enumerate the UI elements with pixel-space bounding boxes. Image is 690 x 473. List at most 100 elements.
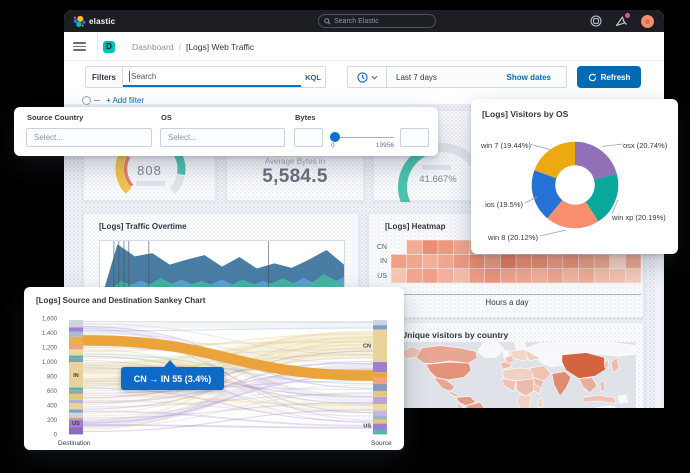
svg-text:600: 600 [47,389,58,395]
menu-icon-bar [73,42,86,44]
refresh-label: Refresh [600,72,631,82]
newsfeed-icon[interactable] [615,13,630,27]
heatmap-x-label: Hours a day [485,298,529,307]
donut-label-win7: win 7 (19.44%) [480,141,531,150]
svg-text:1,600: 1,600 [42,317,58,323]
breadcrumb: Dashboard / [Logs] Web Traffic [132,32,254,61]
control-label: OS [161,113,172,122]
sankey-tooltip: CN → IN 55 (3.4%) [121,360,224,390]
user-avatar[interactable]: e [641,14,654,28]
panel-title: [Logs] Heatmap [385,222,446,231]
slider-max-label: 19956 [375,142,394,149]
filter-pin-dash [94,100,100,102]
refresh-button[interactable]: Refresh [577,66,641,88]
donut-label-win8: win 8 (20.12%) [487,233,538,242]
svg-text:CN: CN [363,343,371,349]
add-filter-row: + Add filter [64,93,664,115]
refresh-icon [588,72,596,81]
notification-dot [625,13,630,18]
svg-text:US: US [363,424,371,430]
global-search-input[interactable]: Search Elastic [318,14,436,28]
svg-text:0: 0 [54,432,58,438]
metric-value: 5,584.5 [262,166,328,187]
kql-badge[interactable]: KQL [305,72,321,82]
query-placeholder: Search [131,71,157,81]
query-bar: Filters Search KQL Last 7 days [64,61,664,105]
elastic-logo[interactable]: elastic [73,10,115,32]
search-placeholder: Search Elastic [334,17,379,25]
search-filter-box: Filters Search KQL [85,66,326,88]
dashboard-app-icon[interactable]: D [103,40,115,53]
sankey-panel[interactable]: [Logs] Source and Destination Sankey Cha… [24,287,404,450]
breadcrumb-page-title: [Logs] Web Traffic [185,41,255,52]
world-map [392,342,636,408]
menu-icon-bar [73,49,86,51]
bytes-slider-handle[interactable] [330,132,340,142]
select-placeholder: Select... [34,133,63,142]
gauge-tick [422,165,451,170]
panel-visitors-map[interactable]: Unique visitors by country [388,322,644,408]
svg-text:800: 800 [47,375,58,381]
donut-label-osx: osx (20.74%) [623,141,668,150]
scrollbar-track[interactable] [655,105,662,408]
svg-text:US: US [72,421,80,427]
filter-pin-icon [82,96,91,105]
donut-chart [524,141,624,237]
sankey-chart: 0 200 400 600 800 1,000 1,200 1,400 1,600 IN US CN U… [42,317,387,438]
metric-title: Average Bytes in [264,157,326,166]
brand-name: elastic [89,16,116,26]
svg-text:200: 200 [47,418,58,424]
chevron-down-icon [370,75,378,80]
filters-button[interactable]: Filters [86,67,123,87]
donut-label-ios: ios (19.5%) [485,200,523,209]
bytes-max-input[interactable] [400,128,429,147]
heatmap-row-label: IN [380,258,387,265]
slider-min-label: 0 [331,142,335,149]
visitors-by-os-panel[interactable]: [Logs] Visitors by OS win 7 (19.44%) osx… [471,99,678,254]
controls-panel: Source Country Select... OS Select... By… [14,107,438,156]
breadcrumb-separator: / [178,41,181,52]
search-icon [324,17,331,25]
gauge-value: 808 [137,163,162,178]
svg-text:IN: IN [73,373,79,379]
app-header: elastic Search Elastic [64,10,664,32]
time-quick-select-button[interactable] [348,67,387,87]
help-icon-glyph [590,15,602,27]
os-select[interactable]: Select... [160,128,285,147]
sankey-right-axis-label: Source [371,440,392,447]
divider [97,32,98,61]
svg-text:400: 400 [47,403,58,409]
panel-title: [Logs] Source and Destination Sankey Cha… [36,296,206,305]
time-range-label[interactable]: Last 7 days [396,72,437,82]
bytes-slider-track[interactable] [335,137,394,138]
show-dates-link[interactable]: Show dates [506,72,551,82]
sankey-left-axis-label: Destination [58,440,91,447]
query-input[interactable]: Search [123,67,301,87]
select-placeholder: Select... [168,133,197,142]
gauge-tick [136,181,165,186]
menu-icon[interactable] [73,42,86,51]
panel-title: [Logs] Visitors by OS [482,109,569,119]
header-actions: e [590,10,654,32]
elastic-logo-icon [73,15,86,27]
breadcrumb-dashboard[interactable]: Dashboard [132,41,174,52]
donut-label-winxp: win xp (20.19%) [612,213,666,222]
heatmap-row-label: US [377,273,387,280]
gauge-value: 41.667% [419,174,457,185]
bytes-min-input[interactable] [294,128,323,147]
help-icon[interactable] [590,15,602,27]
newsfeed-icon-glyph [615,16,627,27]
heatmap-row-label: CN [376,244,387,251]
text-caret [129,70,130,82]
source-country-select[interactable]: Select... [26,128,152,147]
svg-text:1,400: 1,400 [42,331,58,337]
svg-text:1,200: 1,200 [42,346,58,352]
add-filter-link[interactable]: + Add filter [106,95,145,105]
panel-title: [Logs] Traffic Overtime [99,222,187,231]
control-label: Source Country [27,113,84,122]
breadcrumb-bar: D Dashboard / [Logs] Web Traffic [64,32,664,61]
svg-text:1,000: 1,000 [42,360,58,366]
time-picker: Last 7 days Show dates [347,66,567,88]
panel-title: Unique visitors by country [401,330,509,340]
